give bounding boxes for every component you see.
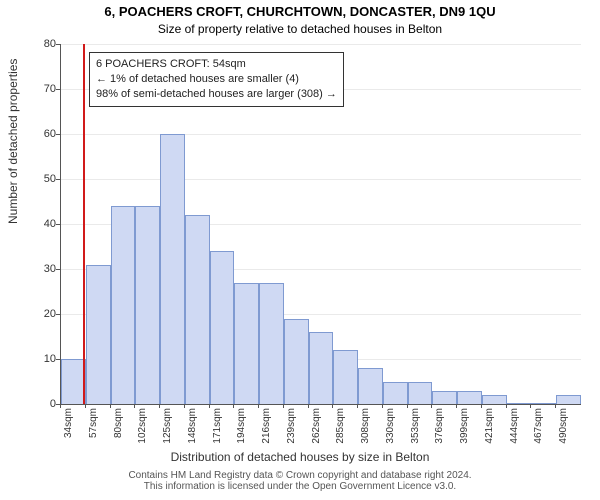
y-tick-label: 30 xyxy=(38,263,56,275)
histogram-bar xyxy=(259,283,284,405)
histogram-bar xyxy=(111,206,136,404)
footer-text: Contains HM Land Registry data © Crown c… xyxy=(0,470,600,492)
x-tick-label: 421sqm xyxy=(484,408,495,444)
x-tick-label: 376sqm xyxy=(434,408,445,444)
y-tick-mark xyxy=(56,269,60,270)
x-tick-label: 148sqm xyxy=(187,408,198,444)
x-tick-label: 353sqm xyxy=(410,408,421,444)
x-tick-mark xyxy=(209,404,210,408)
x-tick-label: 80sqm xyxy=(113,408,124,438)
histogram-bar xyxy=(507,403,532,404)
x-tick-mark xyxy=(110,404,111,408)
y-tick-label: 60 xyxy=(38,128,56,140)
chart-subtitle: Size of property relative to detached ho… xyxy=(0,22,600,36)
x-tick-mark xyxy=(233,404,234,408)
y-tick-label: 40 xyxy=(38,218,56,230)
y-tick-mark xyxy=(56,134,60,135)
y-tick-label: 70 xyxy=(38,83,56,95)
histogram-bar xyxy=(556,395,581,404)
x-tick-label: 285sqm xyxy=(335,408,346,444)
x-tick-mark xyxy=(60,404,61,408)
histogram-bar xyxy=(135,206,160,404)
x-tick-label: 57sqm xyxy=(88,408,99,438)
x-tick-mark xyxy=(431,404,432,408)
histogram-bar xyxy=(185,215,210,404)
y-tick-label: 0 xyxy=(38,398,56,410)
y-tick-mark xyxy=(56,224,60,225)
x-tick-label: 444sqm xyxy=(509,408,520,444)
histogram-bar xyxy=(284,319,309,405)
histogram-bar xyxy=(160,134,185,404)
x-tick-label: 467sqm xyxy=(533,408,544,444)
y-tick-mark xyxy=(56,89,60,90)
x-tick-label: 262sqm xyxy=(311,408,322,444)
x-tick-mark xyxy=(258,404,259,408)
x-tick-mark xyxy=(332,404,333,408)
x-tick-label: 490sqm xyxy=(558,408,569,444)
x-tick-label: 171sqm xyxy=(212,408,223,444)
plot-area: 6 POACHERS CROFT: 54sqm← 1% of detached … xyxy=(60,44,581,405)
x-tick-label: 34sqm xyxy=(63,408,74,438)
gridline xyxy=(61,179,581,180)
histogram-bar xyxy=(234,283,259,405)
y-tick-mark xyxy=(56,359,60,360)
y-tick-label: 10 xyxy=(38,353,56,365)
x-tick-label: 308sqm xyxy=(360,408,371,444)
x-tick-mark xyxy=(85,404,86,408)
x-tick-mark xyxy=(506,404,507,408)
histogram-bar xyxy=(531,403,556,404)
histogram-bar xyxy=(432,391,457,405)
x-tick-label: 194sqm xyxy=(236,408,247,444)
x-tick-label: 102sqm xyxy=(137,408,148,444)
histogram-bar xyxy=(408,382,433,405)
x-tick-mark xyxy=(407,404,408,408)
x-tick-mark xyxy=(456,404,457,408)
histogram-bar xyxy=(457,391,482,405)
y-tick-label: 50 xyxy=(38,173,56,185)
marker-line xyxy=(83,44,85,404)
histogram-bar xyxy=(482,395,507,404)
histogram-bar xyxy=(358,368,383,404)
gridline xyxy=(61,134,581,135)
histogram-bar xyxy=(309,332,334,404)
annotation-line: 98% of semi-detached houses are larger (… xyxy=(96,87,337,102)
x-tick-label: 399sqm xyxy=(459,408,470,444)
x-tick-mark xyxy=(184,404,185,408)
x-tick-mark xyxy=(382,404,383,408)
annotation-line: ← 1% of detached houses are smaller (4) xyxy=(96,72,337,87)
footer-line: This information is licensed under the O… xyxy=(0,481,600,492)
histogram-bar xyxy=(383,382,408,405)
y-tick-mark xyxy=(56,179,60,180)
annotation-line: 6 POACHERS CROFT: 54sqm xyxy=(96,57,337,72)
x-tick-mark xyxy=(555,404,556,408)
footer-line: Contains HM Land Registry data © Crown c… xyxy=(0,470,600,481)
annotation-box: 6 POACHERS CROFT: 54sqm← 1% of detached … xyxy=(89,52,344,107)
x-tick-mark xyxy=(308,404,309,408)
histogram-bar xyxy=(210,251,235,404)
x-tick-mark xyxy=(283,404,284,408)
x-tick-mark xyxy=(134,404,135,408)
gridline xyxy=(61,44,581,45)
histogram-bar xyxy=(86,265,111,405)
x-tick-mark xyxy=(481,404,482,408)
x-tick-mark xyxy=(357,404,358,408)
histogram-bar xyxy=(333,350,358,404)
y-tick-label: 80 xyxy=(38,38,56,50)
x-tick-label: 216sqm xyxy=(261,408,272,444)
x-tick-mark xyxy=(530,404,531,408)
x-tick-label: 330sqm xyxy=(385,408,396,444)
y-tick-mark xyxy=(56,44,60,45)
x-tick-mark xyxy=(159,404,160,408)
chart-title: 6, POACHERS CROFT, CHURCHTOWN, DONCASTER… xyxy=(0,4,600,19)
y-tick-label: 20 xyxy=(38,308,56,320)
y-axis-label: Number of detached properties xyxy=(6,59,20,224)
x-tick-label: 239sqm xyxy=(286,408,297,444)
x-axis-label: Distribution of detached houses by size … xyxy=(0,450,600,464)
y-tick-mark xyxy=(56,314,60,315)
x-tick-label: 125sqm xyxy=(162,408,173,444)
